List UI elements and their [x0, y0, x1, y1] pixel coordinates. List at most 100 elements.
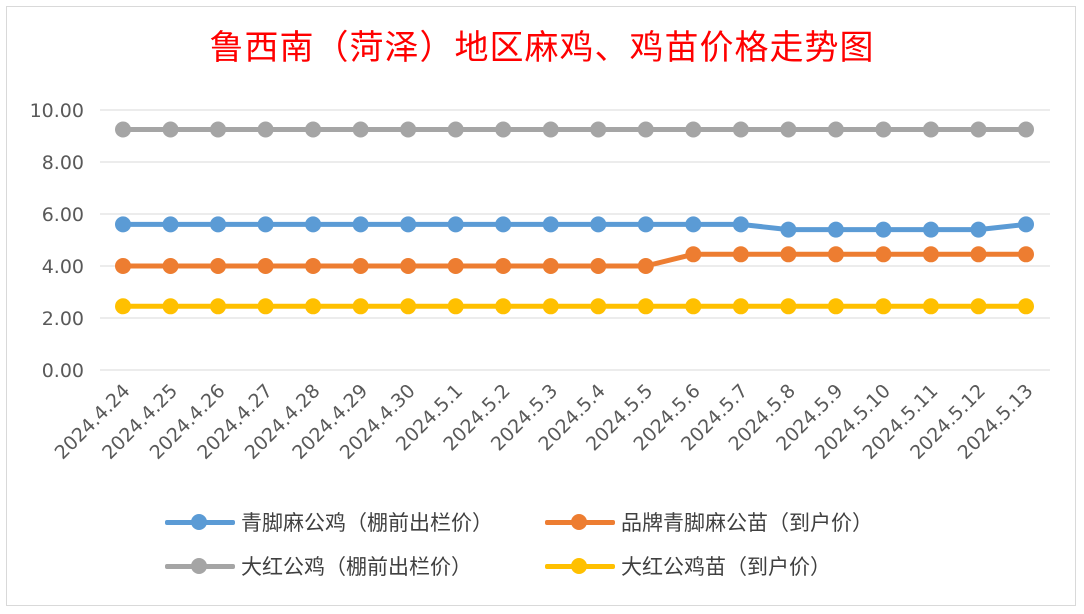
data-point-series-2-3 [257, 121, 274, 138]
data-point-series-3-14 [780, 298, 797, 315]
data-point-series-1-18 [970, 246, 987, 263]
series-lines [115, 121, 1034, 315]
data-point-series-3-17 [922, 298, 939, 315]
data-point-series-2-7 [447, 121, 464, 138]
legend-item-series-1: 品牌青脚麻公苗（到户价） [545, 508, 925, 536]
data-point-series-1-16 [875, 246, 892, 263]
data-point-series-3-11 [637, 298, 654, 315]
data-point-series-1-14 [780, 246, 797, 263]
y-tick-label-5: 10.00 [30, 100, 84, 122]
data-point-series-0-13 [732, 216, 749, 233]
data-point-series-3-7 [447, 298, 464, 315]
data-point-series-1-0 [115, 258, 131, 274]
legend-label-series-2: 大红公鸡（棚前出栏价） [241, 555, 472, 579]
legend-label-series-3: 大红公鸡苗（到户价） [621, 555, 831, 579]
legend-label-series-0: 青脚麻公鸡（棚前出栏价） [241, 511, 493, 535]
y-axis-tick-labels: 0.00 2.00 4.00 6.00 8.00 10.00 [30, 100, 84, 382]
data-point-series-2-12 [685, 121, 702, 138]
data-point-series-0-10 [590, 216, 607, 233]
data-point-series-2-17 [922, 121, 939, 138]
legend-swatch-series-0 [165, 511, 235, 533]
data-point-series-3-0 [115, 298, 131, 315]
y-tick-label-4: 8.00 [42, 152, 84, 174]
data-point-series-2-14 [780, 121, 797, 138]
y-tick-label-3: 6.00 [42, 204, 84, 226]
chart-title: 鲁西南（菏泽）地区麻鸡、鸡苗价格走势图 [209, 28, 875, 68]
legend-label-series-1: 品牌青脚麻公苗（到户价） [621, 511, 873, 535]
data-point-series-2-2 [210, 121, 227, 138]
data-point-series-0-17 [922, 221, 939, 238]
data-point-series-2-11 [637, 121, 654, 138]
legend: 青脚麻公鸡（棚前出栏价） 品牌青脚麻公苗（到户价） 大红公鸡（棚前出栏价） 大红… [165, 508, 965, 580]
data-point-series-0-4 [305, 216, 322, 233]
data-point-series-3-8 [495, 298, 512, 315]
data-point-series-3-13 [732, 298, 749, 315]
data-point-series-1-10 [590, 258, 607, 274]
series-0 [115, 216, 1034, 238]
data-point-series-1-9 [542, 258, 559, 274]
data-point-series-1-4 [305, 258, 322, 274]
data-point-series-3-12 [685, 298, 702, 315]
data-point-series-3-3 [257, 298, 274, 315]
y-tick-label-1: 2.00 [42, 308, 84, 330]
data-point-series-1-5 [352, 258, 369, 274]
data-point-series-2-18 [970, 121, 987, 138]
data-point-series-0-16 [875, 221, 892, 238]
data-point-series-0-19 [1018, 216, 1034, 233]
data-point-series-0-0 [115, 216, 131, 233]
data-point-series-2-6 [400, 121, 417, 138]
data-point-series-0-2 [210, 216, 227, 233]
data-point-series-0-11 [637, 216, 654, 233]
data-point-series-3-5 [352, 298, 369, 315]
data-point-series-2-8 [495, 121, 512, 138]
data-point-series-0-1 [162, 216, 179, 233]
data-point-series-0-8 [495, 216, 512, 233]
data-point-series-0-12 [685, 216, 702, 233]
data-point-series-1-7 [447, 258, 464, 274]
x-axis-tick-labels: 2024.4.242024.4.252024.4.262024.4.272024… [51, 380, 1038, 464]
data-point-series-2-19 [1018, 121, 1034, 138]
data-point-series-3-2 [210, 298, 227, 315]
data-point-series-1-2 [210, 258, 227, 274]
data-point-series-1-15 [827, 246, 844, 263]
series-3 [115, 298, 1034, 315]
data-point-series-2-0 [115, 121, 131, 138]
legend-item-series-0: 青脚麻公鸡（棚前出栏价） [165, 508, 545, 536]
data-point-series-3-6 [400, 298, 417, 315]
data-point-series-1-17 [922, 246, 939, 263]
data-point-series-0-5 [352, 216, 369, 233]
data-point-series-0-6 [400, 216, 417, 233]
data-point-series-3-19 [1018, 298, 1034, 315]
data-point-series-3-4 [305, 298, 322, 315]
data-point-series-0-7 [447, 216, 464, 233]
data-point-series-2-13 [732, 121, 749, 138]
data-point-series-2-16 [875, 121, 892, 138]
data-point-series-3-18 [970, 298, 987, 315]
data-point-series-1-3 [257, 258, 274, 274]
data-point-series-0-15 [827, 221, 844, 238]
data-point-series-1-11 [637, 258, 654, 274]
data-point-series-3-16 [875, 298, 892, 315]
data-point-series-2-9 [542, 121, 559, 138]
data-point-series-2-15 [827, 121, 844, 138]
series-2 [115, 121, 1034, 138]
data-point-series-0-14 [780, 221, 797, 238]
gridlines [100, 109, 1050, 371]
data-point-series-1-6 [400, 258, 417, 274]
legend-swatch-series-3 [545, 555, 615, 577]
data-point-series-3-15 [827, 298, 844, 315]
data-point-series-0-18 [970, 221, 987, 238]
data-point-series-3-1 [162, 298, 179, 315]
data-point-series-2-10 [590, 121, 607, 138]
legend-item-series-2: 大红公鸡（棚前出栏价） [165, 552, 545, 580]
data-point-series-2-5 [352, 121, 369, 138]
data-point-series-3-10 [590, 298, 607, 315]
y-tick-label-0: 0.00 [42, 360, 84, 382]
data-point-series-0-9 [542, 216, 559, 233]
legend-item-series-3: 大红公鸡苗（到户价） [545, 552, 925, 580]
series-1 [115, 246, 1034, 274]
data-point-series-1-8 [495, 258, 512, 274]
data-point-series-1-13 [732, 246, 749, 263]
data-point-series-2-1 [162, 121, 179, 138]
